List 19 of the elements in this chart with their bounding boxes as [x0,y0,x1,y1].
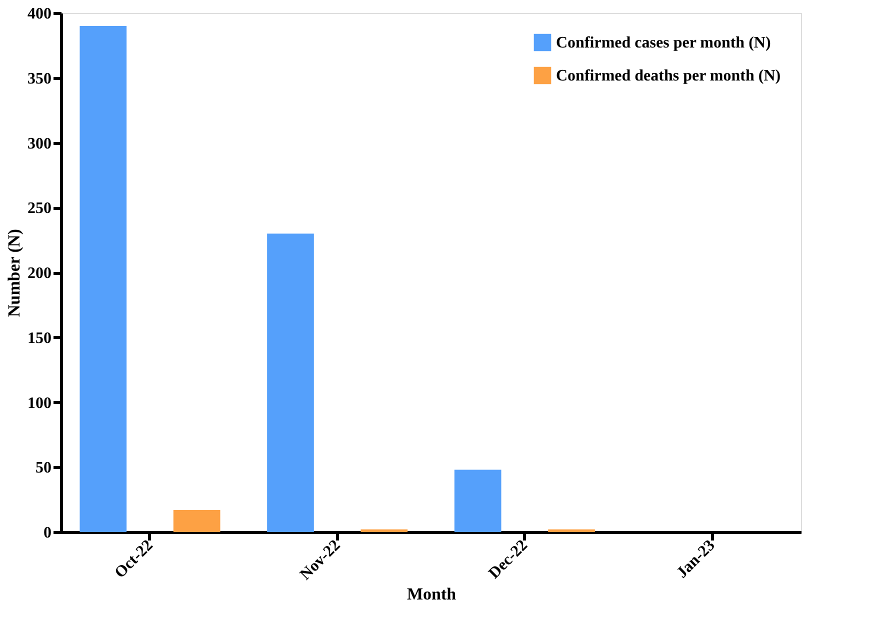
y-tick-label: 400 [28,6,52,22]
y-tick-label: 100 [28,394,52,412]
bar [80,26,127,532]
legend-label: Confirmed cases per month (N) [556,34,771,52]
y-tick-label: 0 [44,524,52,542]
y-axis-title: Number (N) [4,229,24,317]
bar [454,470,502,532]
bar [548,529,595,532]
y-tick-label: 200 [28,265,52,282]
y-tick-label: 50 [36,460,52,477]
y-tick-label: 350 [28,70,52,88]
x-axis-title: Month [406,584,457,604]
legend-label: Confirmed deaths per month (N) [556,68,781,84]
y-tick-label: 250 [28,200,52,218]
y-tick-label: 300 [28,135,52,152]
bar [173,510,220,532]
bar [267,234,314,532]
bar [360,529,408,532]
y-tick-label: 150 [28,330,52,347]
